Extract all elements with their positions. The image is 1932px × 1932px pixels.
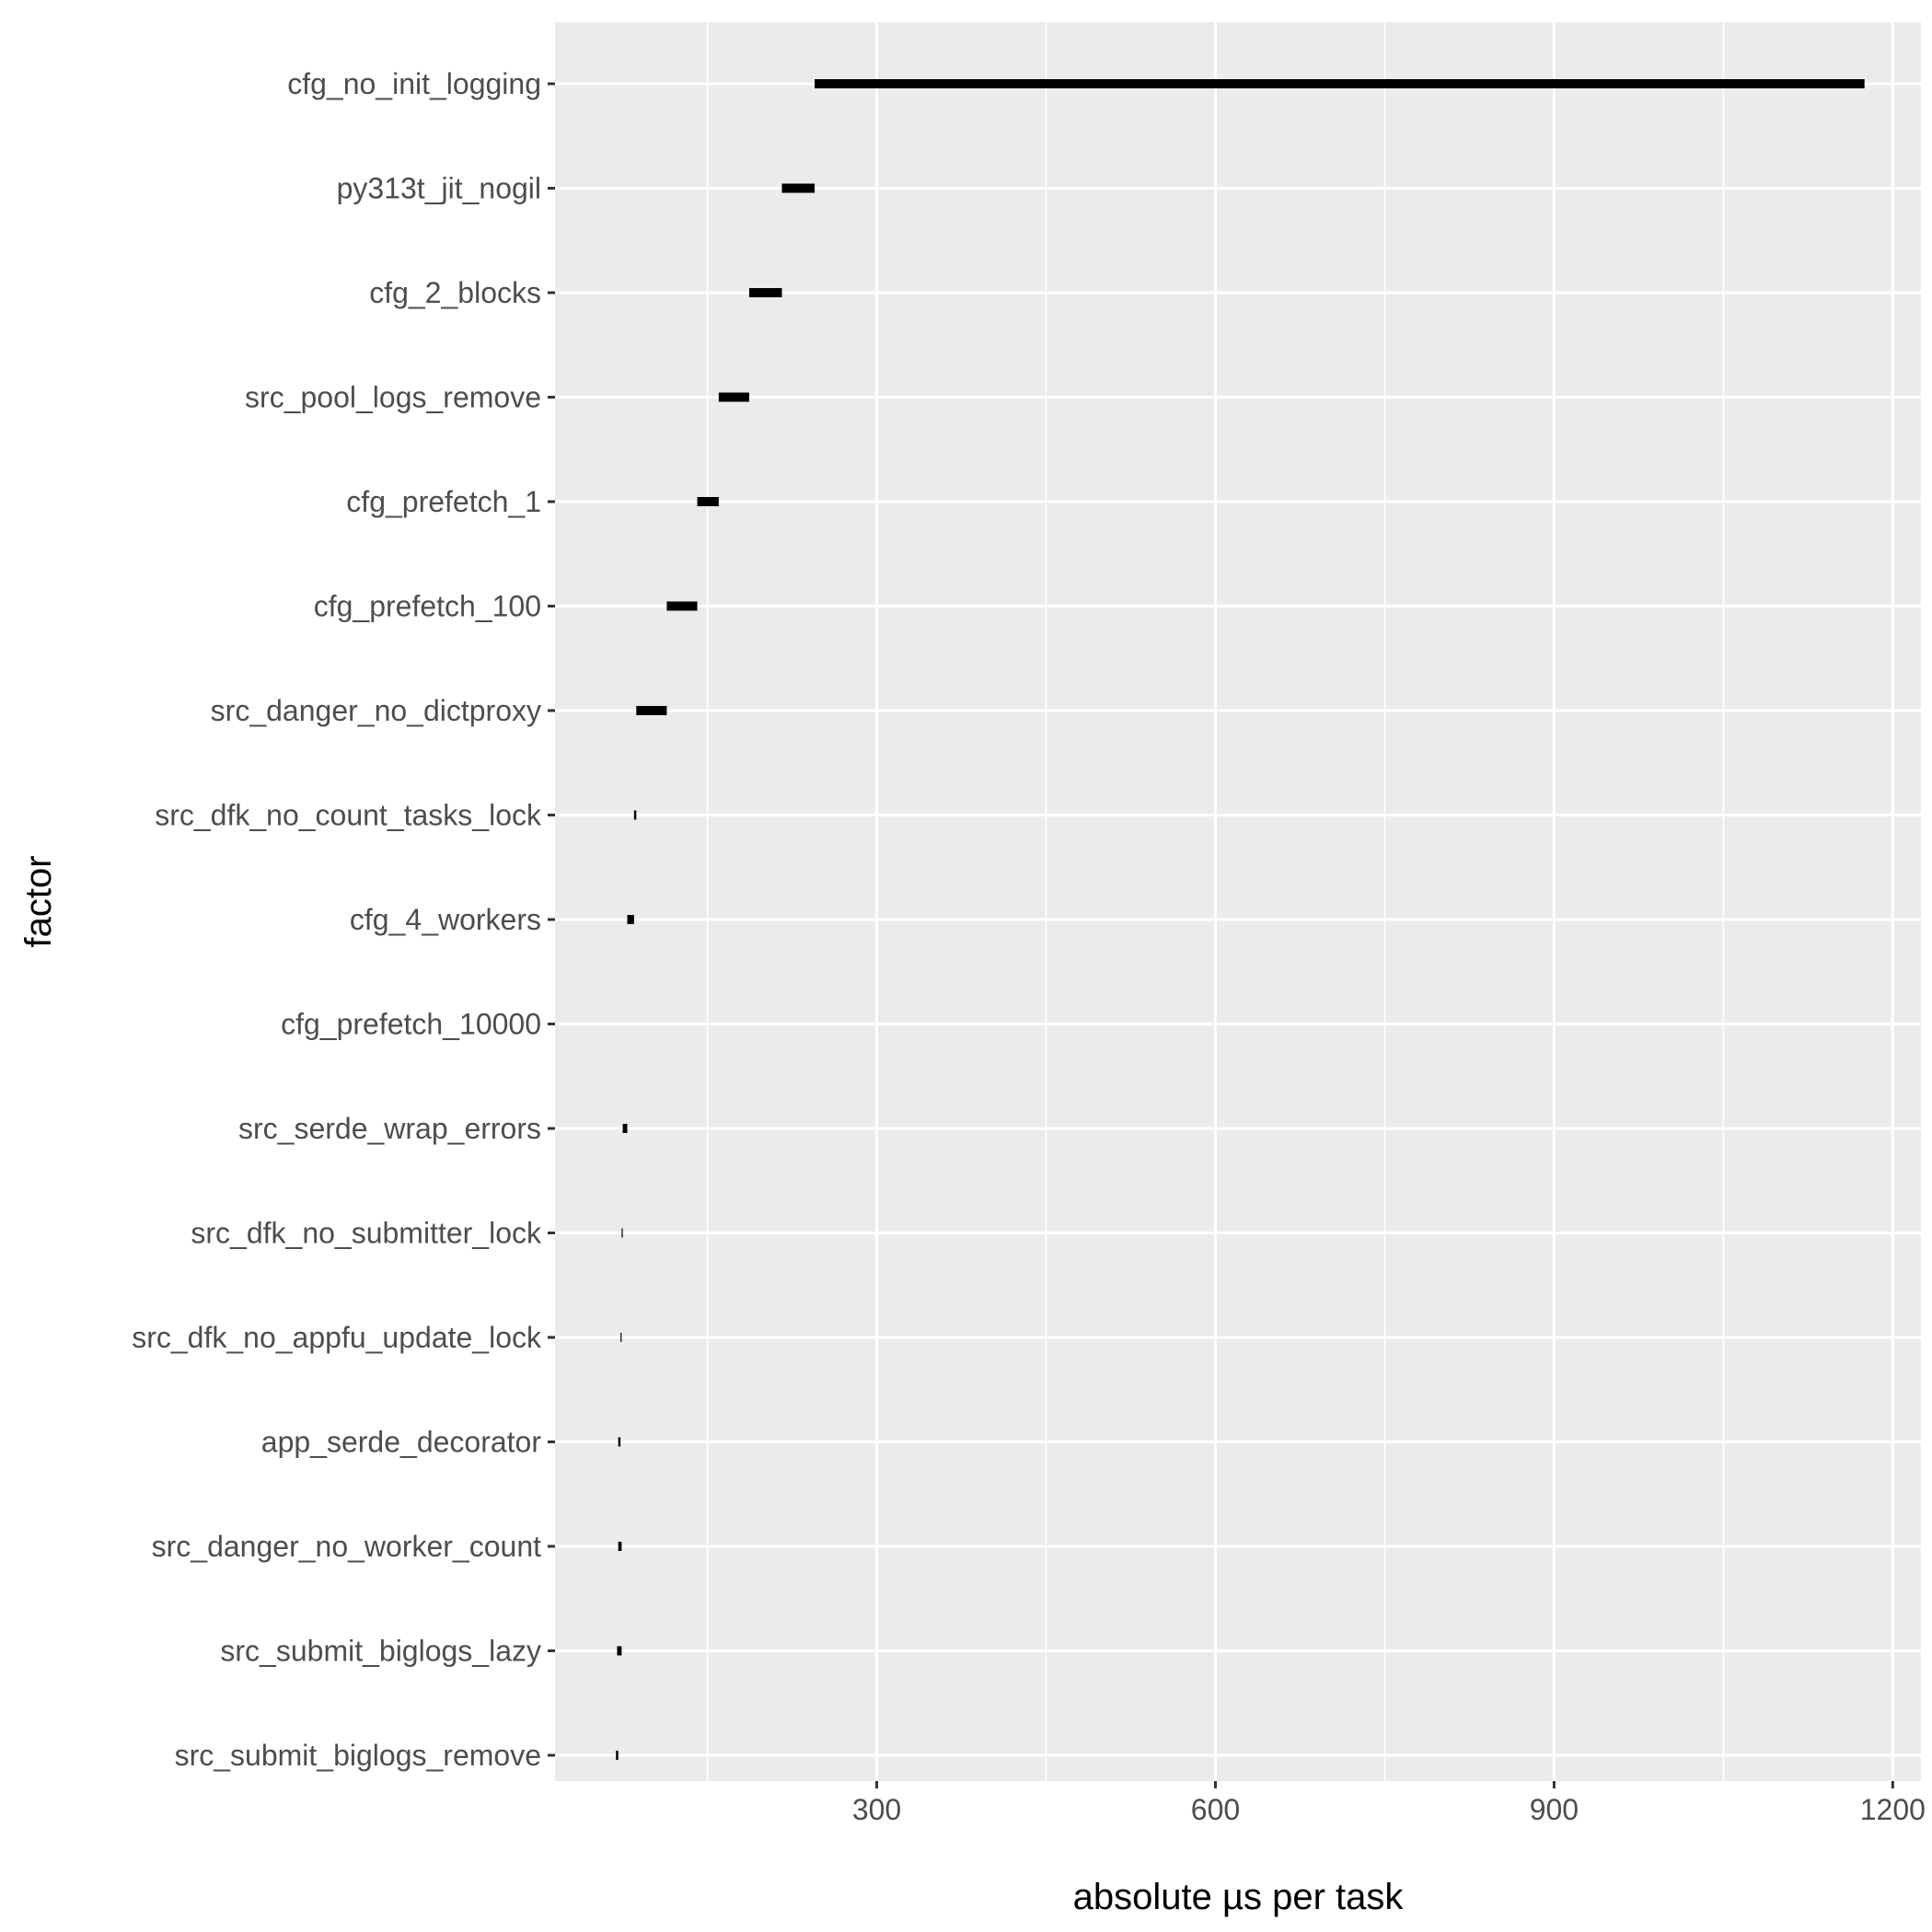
y-tick-label: cfg_4_workers bbox=[350, 903, 541, 936]
x-tick-label: 900 bbox=[1530, 1793, 1579, 1826]
y-tick-label: src_danger_no_dictproxy bbox=[211, 694, 541, 727]
x-axis: 300 600 900 1200 bbox=[852, 1781, 1926, 1826]
x-tick-label: 300 bbox=[852, 1793, 901, 1826]
major-gridlines bbox=[555, 22, 1921, 1781]
y-tick-label: cfg_prefetch_100 bbox=[314, 590, 541, 623]
y-tick-label: cfg_prefetch_10000 bbox=[281, 1008, 541, 1041]
y-tick-label: app_serde_decorator bbox=[261, 1426, 542, 1459]
y-tick-label: src_dfk_no_count_tasks_lock bbox=[155, 799, 542, 832]
y-tick-label: src_danger_no_worker_count bbox=[152, 1530, 541, 1563]
minor-gridlines bbox=[706, 22, 1725, 1781]
y-tick-label: src_dfk_no_submitter_lock bbox=[191, 1217, 542, 1250]
x-tick-label: 600 bbox=[1191, 1793, 1240, 1826]
x-axis-title: absolute µs per task bbox=[1073, 1877, 1405, 1917]
y-tick-label: cfg_no_init_logging bbox=[287, 67, 541, 100]
y-axis-title: factor bbox=[18, 855, 59, 947]
y-tick-label: src_submit_biglogs_remove bbox=[175, 1739, 541, 1772]
y-tick-label: py313t_jit_nogil bbox=[337, 172, 541, 205]
y-axis: cfg_no_init_logging py313t_jit_nogil cfg_2… bbox=[132, 67, 555, 1772]
y-tick-label: cfg_prefetch_1 bbox=[346, 485, 541, 518]
y-tick-label: src_submit_biglogs_lazy bbox=[220, 1635, 541, 1668]
factor-segments bbox=[616, 79, 1865, 1760]
y-tick-label: src_serde_wrap_errors bbox=[238, 1112, 541, 1145]
x-tick-label: 1200 bbox=[1860, 1793, 1926, 1826]
y-tick-label: src_dfk_no_appfu_update_lock bbox=[132, 1321, 542, 1354]
plot-panel bbox=[555, 22, 1921, 1781]
y-tick-label: src_pool_logs_remove bbox=[245, 381, 541, 414]
y-tick-label: cfg_2_blocks bbox=[369, 276, 541, 309]
